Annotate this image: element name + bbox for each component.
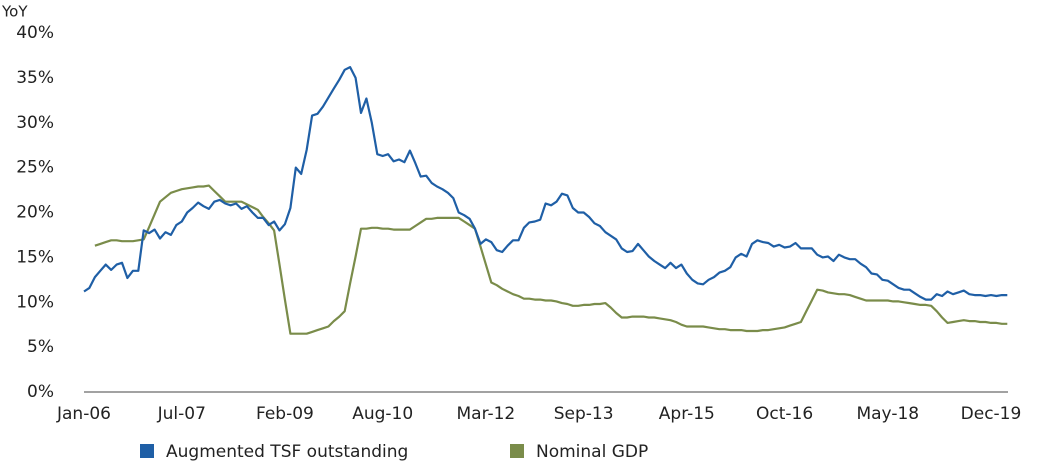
- legend-swatch: [510, 444, 524, 458]
- y-tick-label: 15%: [16, 247, 54, 267]
- x-tick-label: Apr-15: [659, 404, 715, 424]
- x-tick-label: Feb-09: [256, 404, 314, 424]
- x-tick-label: Mar-12: [457, 404, 516, 424]
- line: [83, 66, 1008, 301]
- legend-label: Augmented TSF outstanding: [166, 442, 408, 462]
- line: [94, 184, 1008, 335]
- x-tick-label: Aug-10: [352, 404, 413, 424]
- x-tick-label: Jul-07: [157, 404, 206, 424]
- x-tick-label: Sep-13: [554, 404, 614, 424]
- y-tick-label: 25%: [16, 158, 54, 178]
- y-tick-label: 10%: [16, 292, 54, 312]
- y-tick-label: 0%: [27, 382, 54, 402]
- y-tick-label: 20%: [16, 203, 54, 223]
- y-axis-label: YoY: [1, 3, 28, 21]
- legend-label: Nominal GDP: [536, 442, 648, 462]
- legend-swatch: [140, 444, 154, 458]
- y-tick-label: 35%: [16, 68, 54, 88]
- x-tick-label: Dec-19: [961, 404, 1022, 424]
- x-tick-label: Jan-06: [56, 404, 111, 424]
- x-tick-label: Oct-16: [756, 404, 813, 424]
- y-tick-label: 5%: [27, 337, 54, 357]
- y-tick-label: 30%: [16, 113, 54, 133]
- x-tick-label: May-18: [856, 404, 919, 424]
- y-tick-label: 40%: [16, 23, 54, 43]
